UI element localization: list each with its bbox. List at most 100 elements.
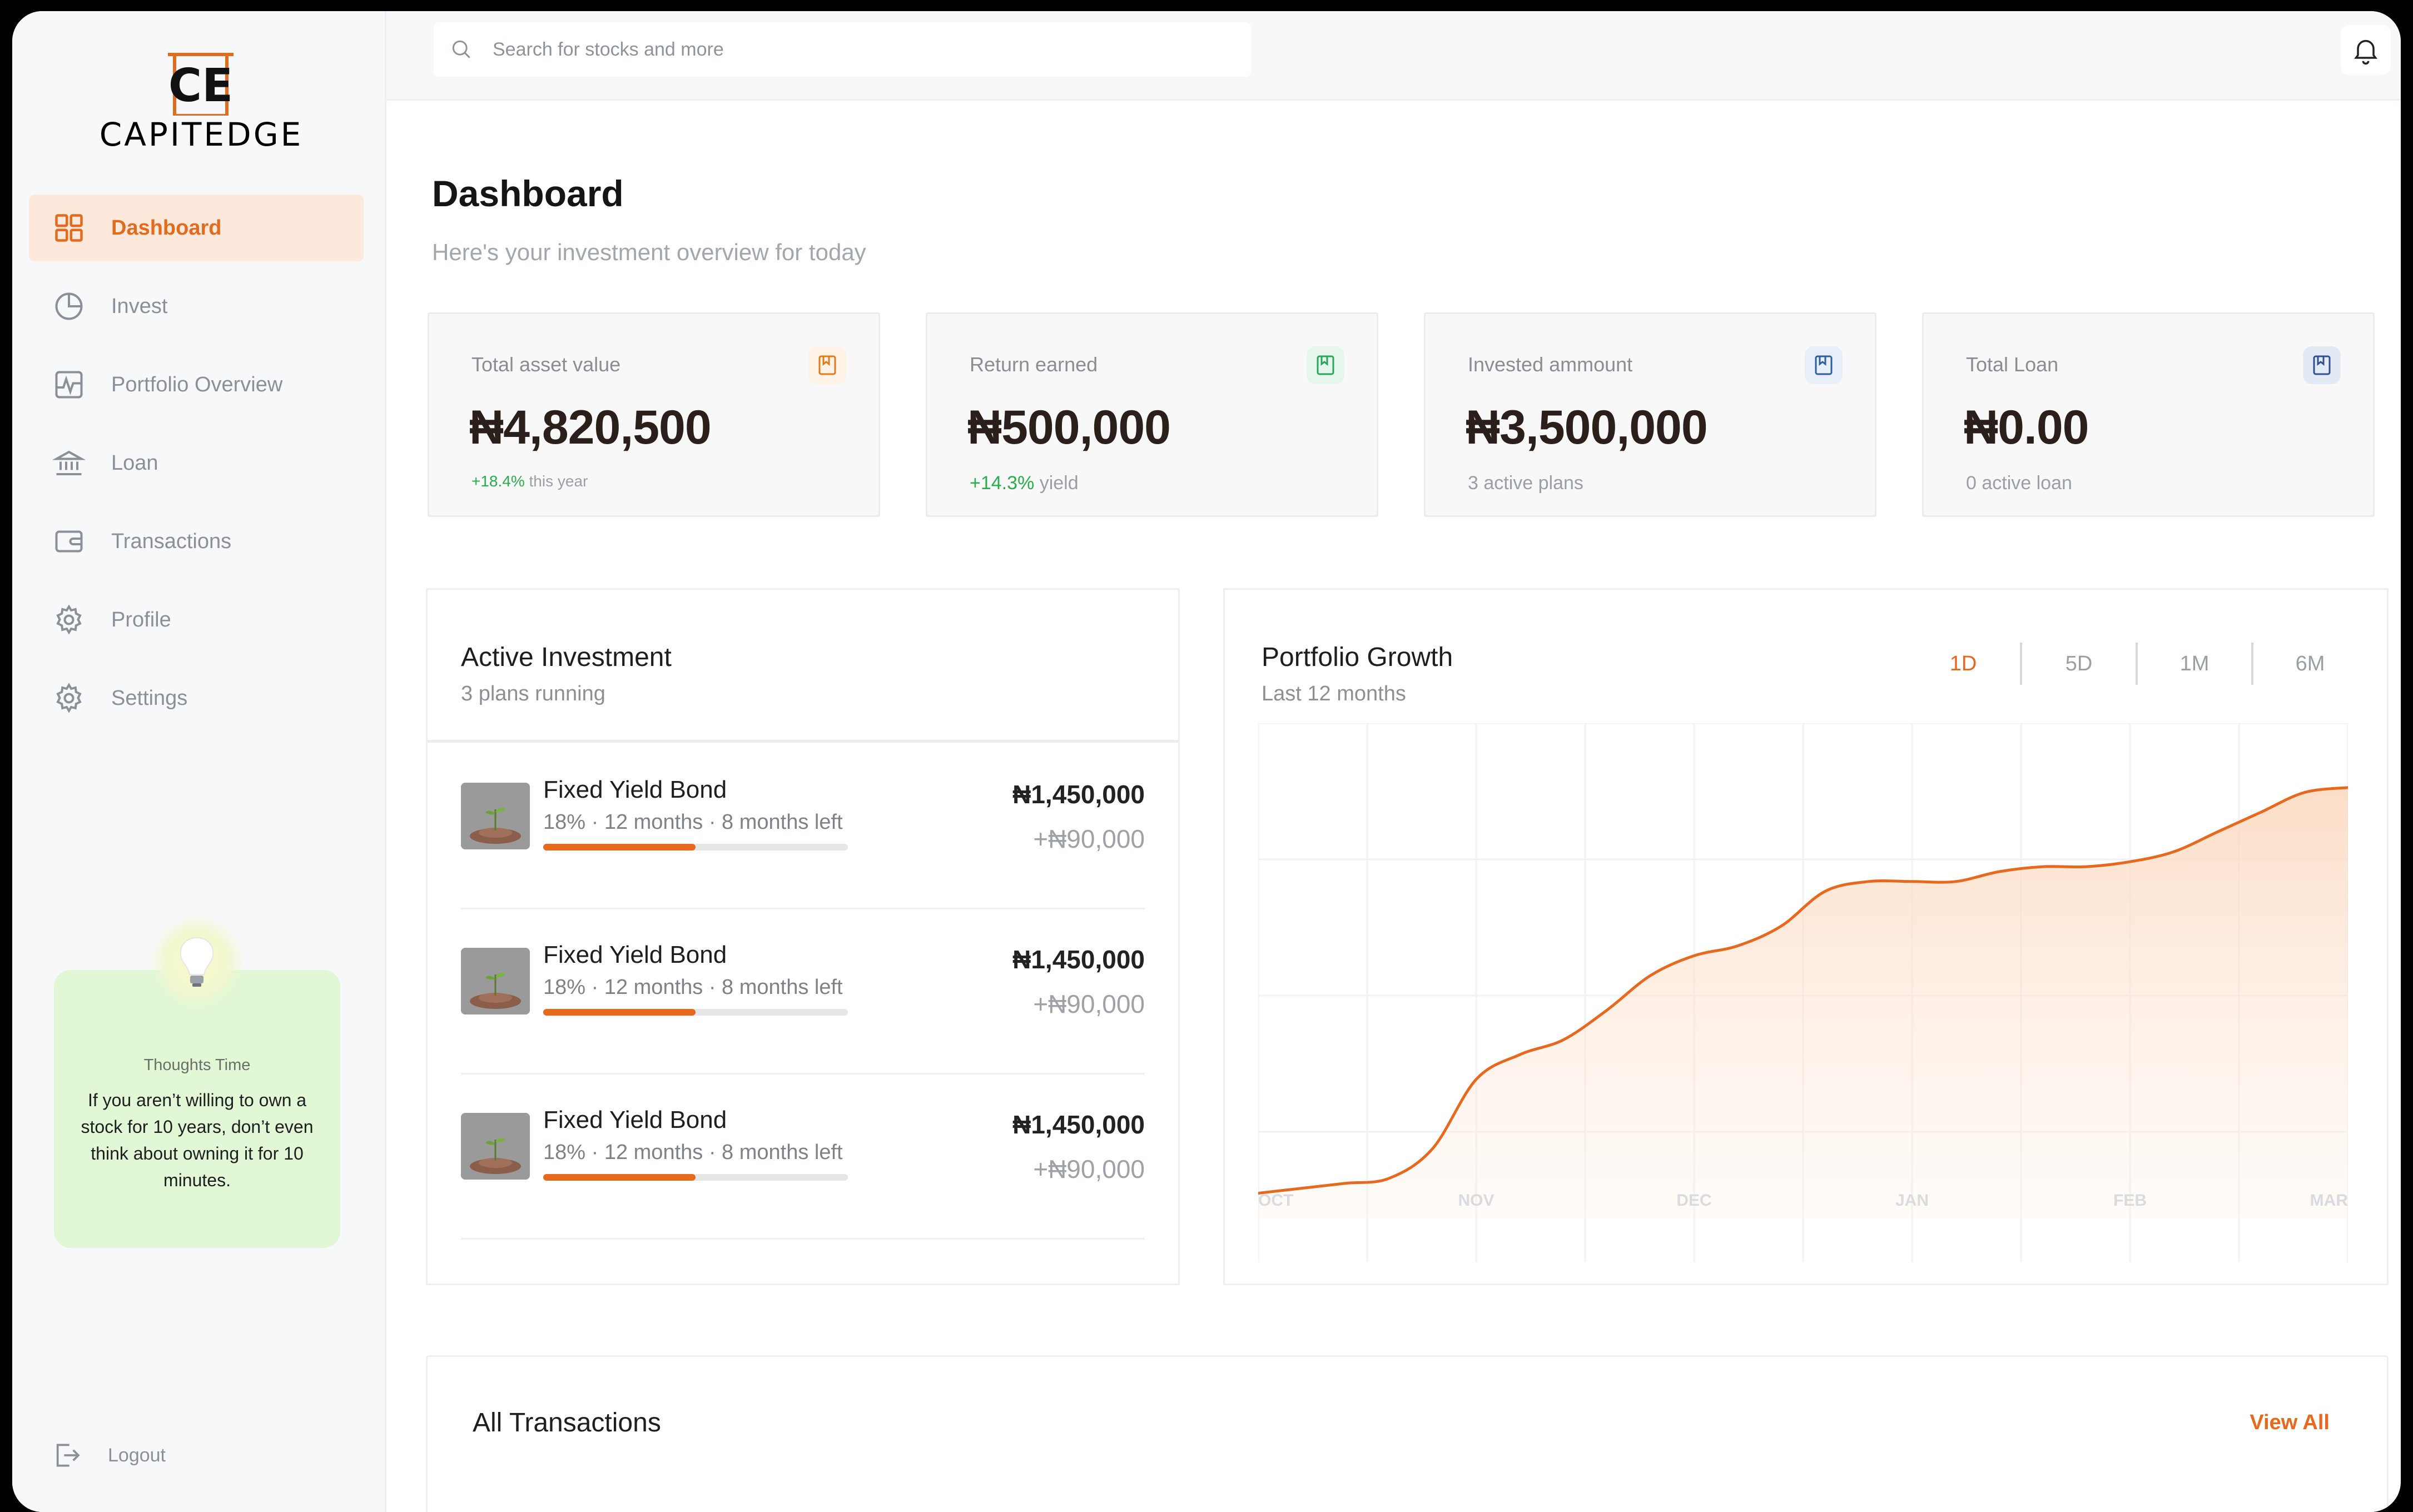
tab-6m[interactable]: 6M — [2295, 651, 2325, 675]
investment-progress-bar — [543, 844, 848, 850]
stat-card-total-loan: Total Loan ₦0.00 0 active loan — [1922, 312, 2375, 517]
chart-x-tick-label: NOV — [1458, 1191, 1494, 1210]
sidebar-item-settings[interactable]: Settings — [29, 665, 364, 732]
view-all-link[interactable]: View All — [2250, 1411, 2330, 1434]
chart-x-tick-label: DEC — [1676, 1191, 1711, 1210]
search-box[interactable] — [434, 22, 1251, 77]
app-window: CE CAPITEDGE Dashboard Invest — [12, 11, 2401, 1512]
sidebar-item-label: Settings — [111, 686, 188, 710]
tab-1d[interactable]: 1D — [1949, 651, 1977, 675]
panel-title: Active Investment — [461, 643, 672, 672]
investment-item[interactable]: Fixed Yield Bond 18% · 12 months · 8 mon… — [461, 1073, 1145, 1240]
chart-x-tick-label: JAN — [1895, 1191, 1929, 1210]
stat-value: ₦0.00 — [1964, 401, 2089, 454]
investment-progress-bar — [543, 1009, 848, 1016]
tab-divider — [2251, 643, 2253, 685]
plant-coins-thumbnail — [461, 783, 530, 849]
top-bar — [386, 11, 2401, 101]
notifications-button[interactable] — [2341, 25, 2391, 75]
stat-label: Return earned — [970, 353, 1098, 376]
stat-value: ₦3,500,000 — [1466, 401, 1708, 454]
panel-subtitle: Last 12 months — [1262, 682, 1406, 705]
chart-x-tick-label: FEB — [2113, 1191, 2147, 1210]
stat-value: ₦500,000 — [967, 401, 1171, 454]
logo-mark-icon: CE — [168, 53, 234, 116]
thoughts-time-card: Thoughts Time If you aren’t willing to o… — [54, 914, 340, 1248]
brand-logo[interactable]: CE CAPITEDGE — [82, 50, 321, 156]
sidebar-item-profile[interactable]: Profile — [29, 586, 364, 653]
sidebar-item-label: Invest — [111, 294, 168, 318]
stat-change: +18.4% — [471, 472, 525, 490]
page-subtitle: Here's your investment overview for toda… — [432, 239, 866, 265]
investment-meta: 18% · 12 months · 8 months left — [543, 1141, 843, 1164]
investment-item[interactable]: Fixed Yield Bond 18% · 12 months · 8 mon… — [461, 908, 1145, 1075]
progress-fill — [543, 1174, 696, 1181]
sidebar-item-dashboard[interactable]: Dashboard — [29, 195, 364, 261]
transactions-panel — [426, 1355, 2389, 1512]
plant-coins-thumbnail — [461, 1113, 530, 1180]
logo-monogram: CE — [168, 59, 233, 112]
sidebar-item-label: Dashboard — [111, 216, 222, 240]
sidebar-item-invest[interactable]: Invest — [29, 273, 364, 340]
investment-meta: 18% · 12 months · 8 months left — [543, 976, 843, 999]
active-investment-panel: Active Investment 3 plans running Fixed … — [426, 588, 1180, 1285]
wallet-icon — [55, 530, 83, 553]
chart-x-tick-label: OCT — [1258, 1191, 1293, 1210]
logout-button[interactable]: Logout — [51, 1440, 166, 1471]
investment-name: Fixed Yield Bond — [543, 1106, 727, 1133]
divider — [428, 740, 1178, 743]
stat-note: 0 active loan — [1966, 472, 2072, 494]
stat-card-invested-amount: Invested ammount ₦3,500,000 3 active pla… — [1424, 312, 1876, 517]
investment-gain: +₦90,000 — [1033, 989, 1145, 1018]
investment-item[interactable]: Fixed Yield Bond 18% · 12 months · 8 mon… — [461, 743, 1145, 909]
sidebar-item-transactions[interactable]: Transactions — [29, 508, 364, 575]
sidebar-nav: Dashboard Invest Portfolio Overview Loan — [29, 195, 364, 743]
investment-gain: +₦90,000 — [1033, 824, 1145, 853]
panel-title: Portfolio Growth — [1262, 643, 1453, 672]
range-tabs: 1D 5D 1M 6M — [1906, 643, 2367, 685]
progress-fill — [543, 1009, 696, 1016]
gear-icon — [56, 604, 82, 635]
stat-card-return-earned: Return earned ₦500,000 +14.3% yield — [926, 312, 1378, 517]
portfolio-growth-chart: OCT NOV DEC JAN FEB MAR — [1258, 723, 2348, 1262]
bank-icon — [52, 450, 86, 475]
chart-series-line — [1258, 786, 2348, 1195]
tab-divider — [2136, 643, 2138, 685]
chart-x-tick-label: MAR — [2310, 1191, 2348, 1210]
sidebar-item-loan[interactable]: Loan — [29, 430, 364, 496]
sidebar-item-portfolio-overview[interactable]: Portfolio Overview — [29, 351, 364, 418]
progress-fill — [543, 844, 696, 850]
chart-x-axis-labels: OCT NOV DEC JAN FEB MAR — [1258, 1191, 2348, 1210]
chart-area-fill — [1258, 787, 2348, 1218]
sidebar-item-label: Loan — [111, 451, 158, 475]
investment-amount: ₦1,450,000 — [1012, 780, 1145, 809]
tab-divider — [2020, 643, 2022, 685]
stat-note: +18.4% this year — [471, 472, 588, 490]
stat-label: Total asset value — [471, 353, 621, 376]
investment-name: Fixed Yield Bond — [543, 776, 727, 803]
stat-value: ₦4,820,500 — [469, 401, 712, 454]
investment-name: Fixed Yield Bond — [543, 941, 727, 968]
stat-change: +14.3% — [970, 472, 1035, 494]
stat-card-total-asset: Total asset value ₦4,820,500 +18.4% this… — [428, 312, 880, 517]
panel-subtitle: 3 plans running — [461, 682, 605, 705]
search-input[interactable] — [491, 38, 1217, 61]
logout-label: Logout — [108, 1444, 166, 1466]
lightbulb-icon — [150, 914, 244, 1009]
tip-title: Thoughts Time — [143, 1056, 251, 1074]
transactions-title: All Transactions — [473, 1408, 661, 1438]
stat-note: +14.3% yield — [970, 472, 1079, 494]
gear-icon — [56, 683, 82, 713]
tab-5d[interactable]: 5D — [2065, 651, 2093, 675]
search-icon — [452, 40, 470, 58]
bookmark-icon — [808, 346, 846, 384]
tip-quote: If you aren’t willing to own a stock for… — [81, 1090, 314, 1190]
activity-chart-icon — [55, 371, 83, 399]
investment-amount: ₦1,450,000 — [1012, 1110, 1145, 1139]
stat-note-text: this year — [529, 472, 588, 490]
stat-label: Invested ammount — [1468, 353, 1633, 376]
investment-meta: 18% · 12 months · 8 months left — [543, 810, 843, 834]
tab-1m[interactable]: 1M — [2179, 651, 2210, 675]
stat-note-text: yield — [1039, 472, 1079, 494]
sidebar-item-label: Profile — [111, 608, 171, 631]
